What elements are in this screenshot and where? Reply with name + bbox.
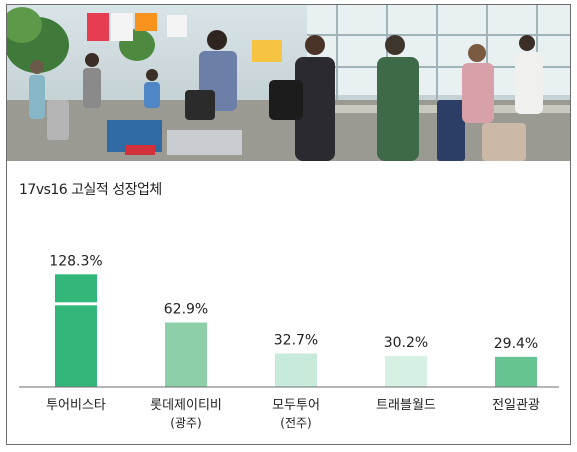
category-sublabel: (광주) <box>170 416 201 430</box>
bar <box>165 322 207 387</box>
category-label: 모두투어 <box>272 398 320 413</box>
category-label: 트래블월드 <box>376 398 436 413</box>
value-label: 128.3% <box>49 253 102 269</box>
value-label: 29.4% <box>494 336 538 352</box>
value-label: 30.2% <box>384 335 428 351</box>
category-label: 투어비스타 <box>46 398 106 413</box>
axis-break-mark <box>54 302 98 306</box>
value-label: 32.7% <box>274 332 318 348</box>
bar <box>495 356 537 387</box>
bar-chart: 128.3% 투어비스타 62.9% 롯데제이티비 (광주) 32.7% 모두투어 (전주) 3… <box>19 253 559 430</box>
figure-frame: 17vs16 고실적 성장업체 128.3% 투어비스타 62.9% 롯데제이티비 (광… <box>6 4 571 445</box>
chart-title: 17vs16 고실적 성장업체 <box>19 182 162 198</box>
category-label: 전일관광 <box>492 398 540 413</box>
airport-checkin-photo <box>7 5 570 161</box>
value-label: 62.9% <box>164 302 208 318</box>
bar <box>275 353 317 387</box>
bar <box>55 274 97 387</box>
category-label: 롯데제이티비 <box>150 398 222 413</box>
category-sublabel: (전주) <box>280 416 311 430</box>
bar <box>385 356 427 387</box>
